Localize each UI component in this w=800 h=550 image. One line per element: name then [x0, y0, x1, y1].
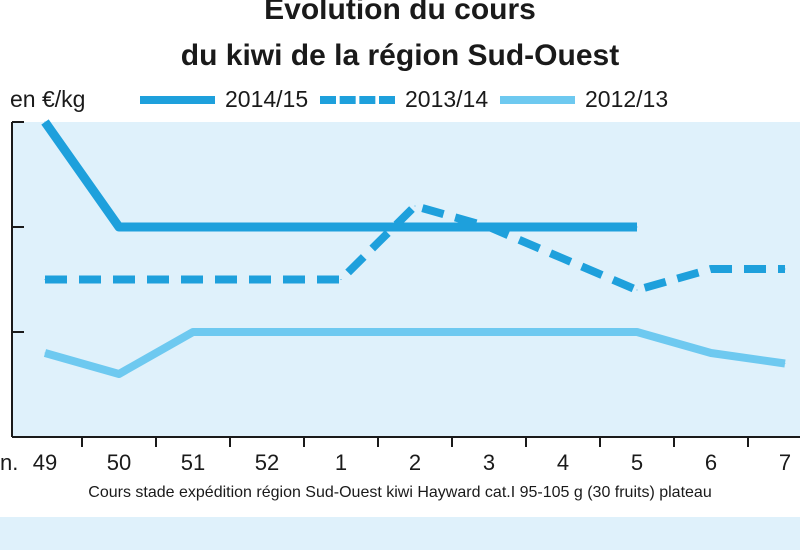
x-tick-label-5: 5 [631, 450, 643, 475]
x-tick-label-1: 1 [335, 450, 347, 475]
data-point-2012-13-50 [118, 373, 120, 375]
data-point-2013-14-2 [414, 205, 416, 207]
data-point-2012-13-4 [562, 331, 564, 333]
data-point-2012-13-7 [784, 363, 786, 364]
x-tick-label-6: 6 [705, 450, 717, 475]
legend-item-2013-14: 2013/14 [320, 86, 488, 113]
legend-swatch-2012-13 [500, 95, 575, 104]
legend-item-2014-15: 2014/15 [140, 86, 308, 113]
data-point-2013-14-1 [340, 279, 342, 280]
data-point-2014-15-3 [488, 226, 490, 228]
data-point-2013-14-7 [784, 268, 786, 270]
data-point-2012-13-49 [44, 352, 46, 354]
data-point-2014-15-50 [118, 226, 120, 228]
x-tick-label-4: 4 [557, 450, 569, 475]
data-point-2014-15-49 [44, 121, 46, 123]
data-point-2014-15-52 [266, 226, 268, 228]
data-point-2014-15-4 [562, 226, 564, 228]
chart-title-line-2: du kiwi de la région Sud-Ouest [180, 39, 620, 72]
data-point-2012-13-51 [192, 331, 194, 333]
legend-label-2014-15: 2014/15 [225, 86, 309, 112]
legend-swatch-2014-15 [140, 95, 215, 104]
data-point-2013-14-50 [118, 279, 120, 280]
data-point-2014-15-51 [192, 226, 194, 228]
data-point-2013-14-6 [710, 268, 712, 270]
chart-title-line-1: Evolution du cours [264, 0, 536, 26]
legend-item-2012-13: 2012/13 [500, 86, 668, 113]
data-point-2014-15-2 [414, 226, 416, 228]
data-point-2013-14-51 [192, 279, 194, 280]
data-point-2013-14-52 [266, 279, 268, 280]
bottom-band [0, 517, 800, 550]
data-point-2013-14-5 [636, 289, 638, 291]
y-axis-unit-label: en €/kg [10, 86, 86, 112]
legend-swatch-2013-14 [320, 95, 395, 104]
legend-label-2013-14: 2013/14 [405, 86, 489, 112]
x-tick-label-2: 2 [409, 450, 421, 475]
data-point-2013-14-49 [44, 279, 46, 280]
x-tick-label-49: 49 [33, 450, 57, 475]
data-point-2012-13-3 [488, 331, 490, 333]
data-point-2012-13-5 [636, 331, 638, 333]
x-tick-label-50: 50 [107, 450, 131, 475]
x-tick-label-52: 52 [255, 450, 279, 475]
data-point-2012-13-2 [414, 331, 416, 333]
data-point-2014-15-5 [636, 226, 638, 228]
data-point-2012-13-6 [710, 352, 712, 354]
series-line-2013-14 [45, 202, 785, 294]
chart-caption: Cours stade expédition région Sud-Ouest … [88, 484, 712, 501]
plot-area-background [12, 122, 800, 437]
legend-label-2012-13: 2012/13 [585, 86, 669, 112]
x-leading-label: n. [0, 450, 18, 475]
data-point-2012-13-1 [340, 331, 342, 333]
x-tick-label-3: 3 [483, 450, 495, 475]
data-point-2013-14-4 [562, 258, 564, 259]
x-tick-label-7: 7 [779, 450, 791, 475]
line-chart: n. 49 50 51 52 1 2 3 4 5 6 7 [0, 119, 800, 475]
data-point-2014-15-1 [340, 226, 342, 228]
x-tick-label-51: 51 [181, 450, 205, 475]
data-point-2012-13-52 [266, 331, 268, 333]
